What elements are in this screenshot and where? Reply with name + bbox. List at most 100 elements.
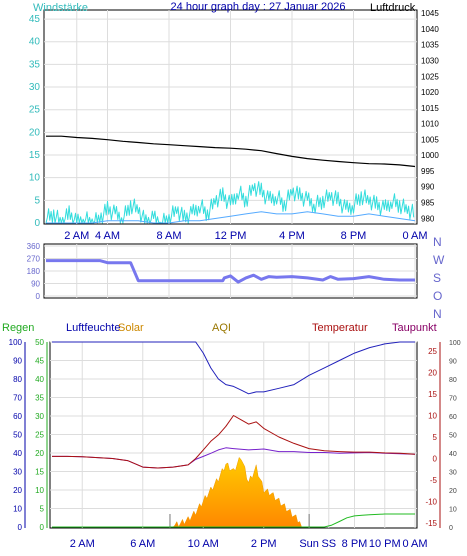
- dewpoint-tick-label: 60: [449, 414, 457, 421]
- x-tick-label: Sun: [299, 538, 319, 550]
- x-tick-label: 4 AM: [95, 230, 120, 242]
- direction-tick-label: 360: [27, 242, 41, 251]
- pressure-tick-label: 1040: [421, 25, 439, 34]
- wind-speed-line: [45, 181, 415, 224]
- solar-label: Solar: [118, 322, 144, 334]
- x-tick-label: 2 AM: [70, 538, 95, 550]
- pressure-tick-label: 1030: [421, 56, 439, 65]
- x-tick-label: 10 PM: [369, 538, 401, 550]
- temperature-tick-label: 25: [428, 347, 437, 356]
- rain-label: Regen: [2, 322, 34, 334]
- solar-area: [172, 456, 302, 528]
- x-tick-label: 6 AM: [130, 538, 155, 550]
- solar-tick-label: 10: [35, 486, 44, 495]
- wind-tick-label: 45: [29, 14, 41, 25]
- compass-label: O: [433, 289, 442, 303]
- pressure-tick-label: 980: [421, 214, 435, 223]
- wind-tick-label: 5: [34, 195, 40, 206]
- data-series: [45, 135, 416, 528]
- compass-label: W: [433, 253, 445, 267]
- wind-direction-line: [46, 259, 415, 284]
- x-tick-label: 8 PM: [342, 538, 368, 550]
- pressure-tick-label: 1000: [421, 151, 439, 160]
- x-tick-label: 10 AM: [188, 538, 219, 550]
- pressure-tick-label: 1020: [421, 88, 439, 97]
- chart-title: 24 hour graph day : 27 Januar 2026: [171, 1, 346, 13]
- humidity-tick-label: 0: [18, 523, 23, 532]
- x-tick-label: 0 AM: [402, 538, 427, 550]
- x-tick-label: 4 PM: [279, 230, 305, 242]
- dewpoint-tick-label: 0: [449, 525, 453, 532]
- humidity-tick-label: 10: [13, 505, 22, 514]
- pressure-tick-label: 1005: [421, 135, 439, 144]
- pressure-tick-label: 995: [421, 167, 435, 176]
- dewpoint-tick-label: 20: [449, 488, 457, 495]
- dewpoint-tick-label: 40: [449, 451, 457, 458]
- wind-tick-label: 30: [29, 82, 41, 93]
- humidity-tick-label: 70: [13, 394, 22, 403]
- aqi-label: AQI: [212, 322, 231, 334]
- wind-gust-line: [46, 211, 416, 224]
- x-tick-label: 0 AM: [402, 230, 427, 242]
- solar-tick-label: 5: [40, 505, 45, 514]
- temperature-tick-label: -15: [425, 519, 437, 528]
- pressure-line: [46, 135, 416, 168]
- pressure-tick-label: 1015: [421, 104, 439, 113]
- temperature-line: [52, 415, 416, 469]
- dewpoint-tick-label: 50: [449, 433, 457, 440]
- dewpoint-tick-label: 80: [449, 377, 457, 384]
- temperature-label: Temperatur: [312, 322, 368, 334]
- tick-labels: 0510152025303540459809859909951000100510…: [9, 9, 461, 550]
- dewpoint-tick-label: 30: [449, 470, 457, 477]
- wind-tick-label: 0: [34, 218, 40, 229]
- dewpoint-tick-label: 10: [449, 507, 457, 514]
- pressure-tick-label: 1025: [421, 72, 439, 81]
- solar-tick-label: 25: [35, 431, 44, 440]
- solar-tick-label: 0: [40, 523, 45, 532]
- dewpoint-label: Taupunkt: [392, 322, 437, 334]
- x-tick-label: SS: [321, 538, 336, 550]
- x-tick-label: 8 PM: [341, 230, 367, 242]
- solar-tick-label: 40: [35, 375, 44, 384]
- pressure-tick-label: 985: [421, 198, 435, 207]
- pressure-tick-label: 990: [421, 183, 435, 192]
- pressure-tick-label: 1045: [421, 9, 439, 18]
- dewpoint-tick-label: 90: [449, 359, 457, 366]
- humidity-tick-label: 90: [13, 357, 22, 366]
- wind-tick-label: 15: [29, 150, 41, 161]
- dewpoint-tick-label: 100: [449, 340, 461, 347]
- solar-tick-label: 50: [35, 338, 44, 347]
- solar-tick-label: 35: [35, 394, 44, 403]
- humidity-tick-label: 100: [9, 338, 23, 347]
- compass-label: N: [433, 235, 442, 249]
- temperature-tick-label: 20: [428, 369, 437, 378]
- temperature-tick-label: 5: [433, 433, 438, 442]
- direction-tick-label: 0: [36, 292, 41, 301]
- temperature-tick-label: -5: [430, 476, 438, 485]
- humidity-label: Luftfeuchte: [66, 322, 120, 334]
- humidity-line: [52, 341, 415, 395]
- direction-tick-label: 180: [27, 267, 41, 276]
- humidity-tick-label: 20: [13, 486, 22, 495]
- dewpoint-tick-label: 70: [449, 396, 457, 403]
- pressure-tick-label: 1010: [421, 120, 439, 129]
- humidity-tick-label: 50: [13, 431, 22, 440]
- x-tick-label: 2 PM: [251, 538, 277, 550]
- wind-tick-label: 20: [29, 127, 41, 138]
- solar-tick-label: 30: [35, 412, 44, 421]
- compass-label: S: [433, 271, 441, 285]
- solar-tick-label: 20: [35, 449, 44, 458]
- humidity-tick-label: 60: [13, 412, 22, 421]
- temperature-tick-label: 0: [433, 455, 438, 464]
- humidity-tick-label: 80: [13, 375, 22, 384]
- wind-tick-label: 40: [29, 37, 41, 48]
- x-tick-label: 8 AM: [156, 230, 181, 242]
- solar-tick-label: 45: [35, 357, 44, 366]
- wind-axis-label: Windstärke: [33, 2, 88, 14]
- temperature-tick-label: 10: [428, 412, 437, 421]
- temperature-tick-label: -10: [425, 498, 437, 507]
- x-tick-label: 12 PM: [215, 230, 247, 242]
- humidity-tick-label: 40: [13, 449, 22, 458]
